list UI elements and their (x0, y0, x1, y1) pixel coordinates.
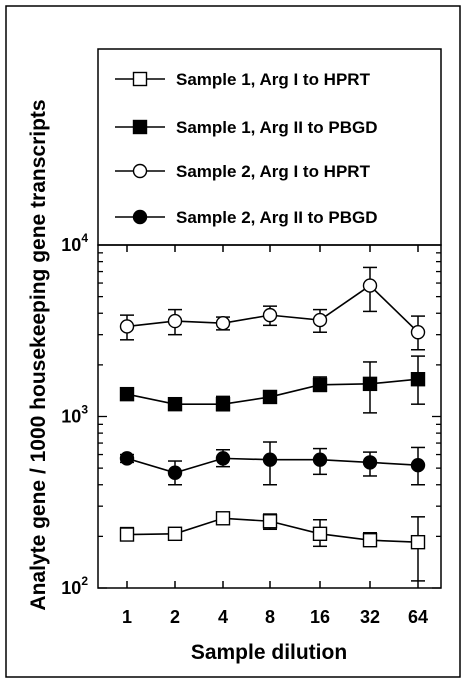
data-point (410, 325, 426, 340)
y-tick-label: 102 (61, 574, 88, 598)
x-tick-label: 16 (310, 607, 330, 627)
legend-label: Sample 2, Arg II to PBGD (176, 208, 378, 227)
data-point (312, 312, 328, 328)
data-point (262, 307, 278, 323)
series-markers (119, 278, 426, 550)
y-tick-base: 10 (61, 235, 81, 255)
x-tick-label: 32 (360, 607, 380, 627)
data-point (362, 278, 378, 293)
data-point (362, 376, 378, 392)
data-point (362, 455, 378, 470)
legend-marker (132, 209, 148, 225)
y-tick-label: 104 (61, 231, 88, 255)
legend-marker (132, 119, 148, 135)
legend: Sample 1, Arg I to HPRT Sample 1, Arg II … (115, 70, 378, 227)
x-axis-title: Sample dilution (191, 641, 347, 664)
data-point (362, 532, 378, 548)
data-point (167, 465, 183, 480)
data-point (167, 526, 183, 542)
y-tick-label: 103 (61, 403, 88, 427)
data-point (119, 527, 135, 542)
legend-label: Sample 1, Arg II to PBGD (176, 118, 378, 137)
data-point (215, 315, 231, 331)
data-point (410, 458, 426, 473)
data-point (312, 526, 328, 542)
data-point (119, 386, 135, 402)
x-tick-label: 2 (170, 607, 180, 627)
axis-ticks (98, 245, 441, 589)
y-tick-base: 10 (61, 407, 81, 427)
data-point (167, 396, 183, 412)
data-point (312, 377, 328, 393)
y-tick-exponent: 3 (81, 403, 88, 417)
data-point (410, 372, 426, 387)
data-point (215, 396, 231, 412)
data-point (215, 451, 231, 466)
data-point (312, 452, 328, 467)
data-point (119, 451, 135, 466)
data-point (119, 319, 135, 334)
plot-area (97, 244, 442, 589)
data-point (262, 452, 278, 467)
y-tick-exponent: 4 (81, 231, 88, 245)
x-tick-label: 8 (265, 607, 275, 627)
data-point (262, 389, 278, 405)
data-point (410, 534, 426, 550)
legend-label: Sample 2, Arg I to HPRT (176, 162, 371, 181)
y-tick-exponent: 2 (81, 574, 88, 588)
x-tick-label: 1 (122, 607, 132, 627)
data-point (262, 514, 278, 529)
x-tick-label: 64 (408, 607, 428, 627)
figure-frame (5, 5, 461, 678)
legend-marker (132, 71, 148, 87)
y-axis-title: Analyte gene / 1000 housekeeping gene tr… (27, 99, 50, 610)
legend-label: Sample 1, Arg I to HPRT (176, 70, 371, 89)
x-tick-label: 4 (218, 607, 228, 627)
legend-marker (132, 163, 148, 179)
data-point (167, 313, 183, 329)
y-tick-base: 10 (61, 578, 81, 598)
data-point (215, 511, 231, 526)
x-tick-labels: 1 2 4 8 16 32 64 (122, 607, 428, 627)
